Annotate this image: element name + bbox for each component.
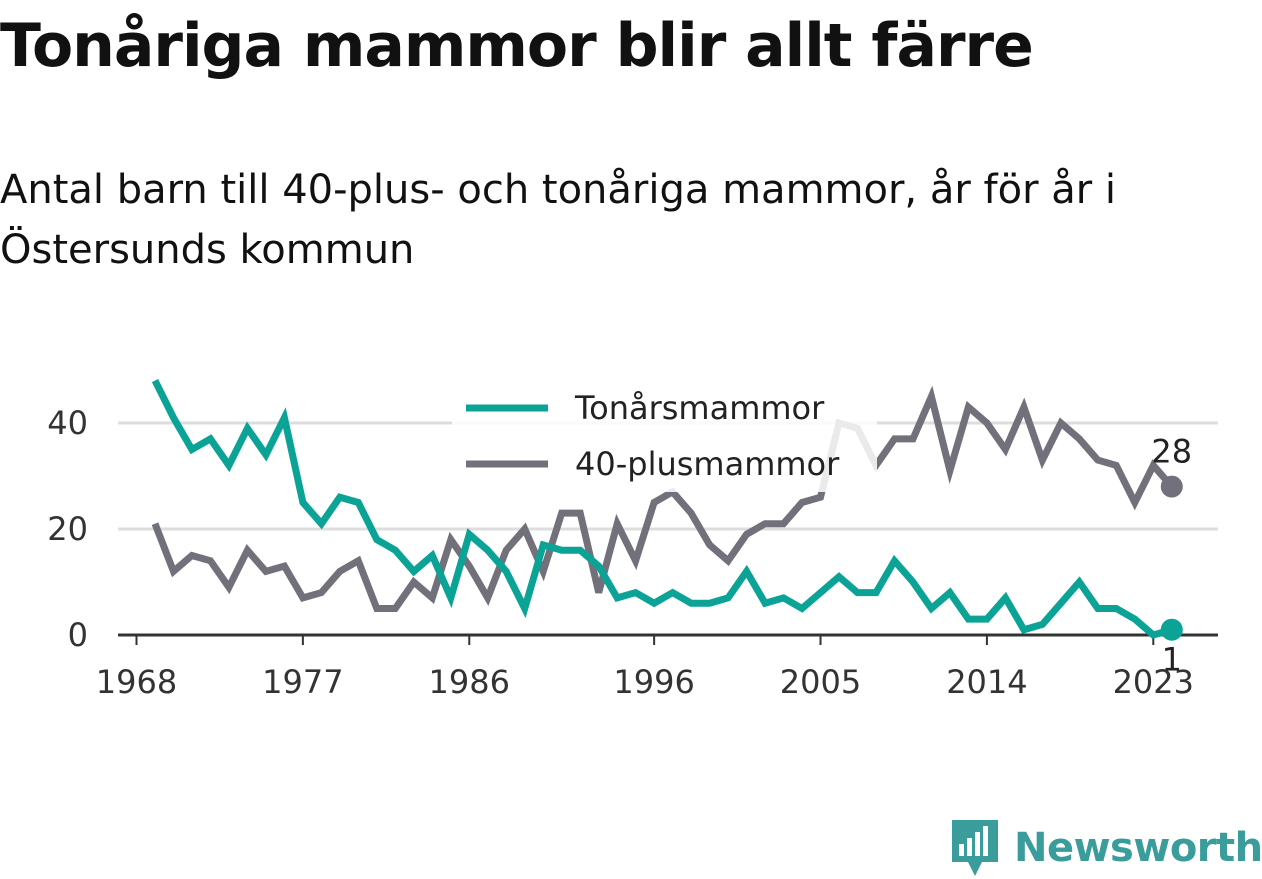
y-tick-label: 0 [68,616,88,654]
x-tick-label: 1977 [262,663,343,701]
legend: Tonårsmammor 40-plusmammor [452,380,877,492]
legend-label: Tonårsmammor [574,389,825,427]
newsworthy-logo-icon [952,820,998,876]
x-tick-label: 2014 [946,663,1027,701]
end-value-label: 28 [1151,433,1192,471]
series-endpoints: 1 28 [1151,433,1192,679]
endpoint-marker [1160,618,1183,641]
chart-subtitle: Antal barn till 40-plus- och tonåriga ma… [0,167,1117,273]
newsworthy-logo: Newsworthy [950,818,1262,878]
x-tick-label: 1996 [613,663,694,701]
x-tick-label: 2005 [780,663,861,701]
brand-name: Newsworthy [1014,825,1262,871]
y-tick-label: 20 [47,510,88,548]
x-tick-label: 1968 [96,663,177,701]
chart-title: Tonåriga mammor blir allt färre [0,11,1034,81]
legend-label: 40-plusmammor [575,445,840,483]
series-line-tonarsmammor [151,379,1173,639]
end-value-label: 1 [1162,641,1182,679]
x-tick-label: 1986 [429,663,510,701]
series-line-40-plusmammor [151,385,1175,612]
x-tick-label: 2023 [1113,663,1194,701]
y-axis-ticks: 0 20 40 [47,404,88,654]
series-lines [151,379,1175,639]
legend-background [452,380,877,492]
x-axis-ticks: 1968 1977 1986 1996 2005 2014 2023 [96,635,1194,701]
y-tick-label: 40 [47,404,88,442]
endpoint-marker [1160,475,1183,498]
